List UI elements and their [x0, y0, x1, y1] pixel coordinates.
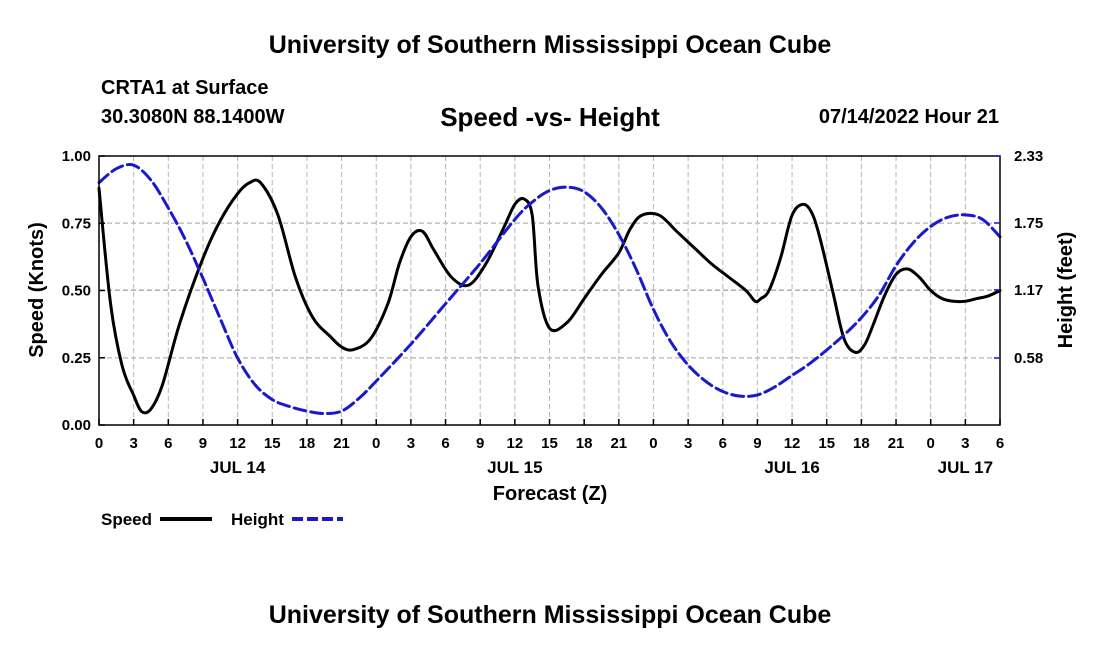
- x-tick-label: 18: [576, 435, 593, 452]
- day-label: JUL 17: [938, 458, 993, 477]
- x-tick-label: 9: [199, 435, 207, 452]
- x-tick-label: 12: [229, 435, 246, 452]
- height-series-line: [97, 163, 1002, 416]
- x-tick-label: 21: [888, 435, 905, 452]
- x-tick-label: 15: [541, 435, 558, 452]
- x-tick-label: 21: [333, 435, 350, 452]
- legend: Speed Height: [101, 510, 343, 529]
- chart-title: Speed -vs- Height: [440, 102, 660, 132]
- x-tick-label: 6: [719, 435, 727, 452]
- footer-org-title: University of Southern Mississippi Ocean…: [268, 601, 832, 629]
- y2-tick-label: 0.58: [1014, 350, 1043, 367]
- x-tick-label: 6: [441, 435, 449, 452]
- y2-tick-label: 1.17: [1014, 282, 1043, 299]
- x-tick-label: 12: [507, 435, 524, 452]
- y2-tick-label: 1.75: [1014, 215, 1043, 232]
- x-tick-label: 3: [407, 435, 415, 452]
- x-tick-label: 9: [476, 435, 484, 452]
- x-tick-label: 3: [129, 435, 137, 452]
- day-label: JUL 14: [210, 458, 266, 477]
- axis-ticks: 0 3 6 9 12 15 18 21 0 3 6 9 12 15 18 21 0 3 6 9 12 15 18 21 0 3 6J…: [62, 148, 1043, 477]
- y-axis-label: Speed (Knots): [26, 222, 48, 358]
- x-tick-label: 3: [684, 435, 692, 452]
- y-tick-label: 0.25: [62, 350, 91, 367]
- x-axis-label: Forecast (Z): [493, 483, 607, 505]
- legend-speed-label: Speed: [101, 510, 152, 529]
- y-tick-label: 0.75: [62, 215, 91, 232]
- y-tick-label: 0.00: [62, 417, 91, 434]
- x-tick-label: 0: [649, 435, 657, 452]
- speed-series-line: [97, 178, 1002, 415]
- forecast-timestamp: 07/14/2022 Hour 21: [818, 106, 999, 128]
- series-layer: [97, 163, 1002, 416]
- x-tick-label: 18: [853, 435, 870, 452]
- legend-height-label: Height: [231, 510, 284, 529]
- x-tick-label: 0: [372, 435, 380, 452]
- x-tick-label: 9: [753, 435, 761, 452]
- day-label: JUL 16: [764, 458, 819, 477]
- x-tick-label: 15: [818, 435, 835, 452]
- y-tick-label: 1.00: [62, 148, 91, 165]
- x-tick-label: 18: [299, 435, 316, 452]
- x-tick-label: 0: [927, 435, 935, 452]
- y2-axis-label: Height (feet): [1055, 232, 1077, 349]
- x-tick-label: 21: [610, 435, 627, 452]
- x-tick-label: 0: [95, 435, 103, 452]
- day-label: JUL 15: [487, 458, 542, 477]
- x-tick-label: 15: [264, 435, 281, 452]
- org-title: University of Southern Mississippi Ocean…: [268, 31, 832, 59]
- x-tick-label: 3: [961, 435, 969, 452]
- y2-tick-label: 2.33: [1014, 148, 1043, 165]
- station-name: CRTA1 at Surface: [101, 77, 269, 99]
- y-tick-label: 0.50: [62, 283, 91, 300]
- station-coordinates: 30.3080N 88.1400W: [101, 106, 285, 128]
- x-tick-label: 12: [784, 435, 801, 452]
- x-tick-label: 6: [164, 435, 172, 452]
- x-tick-label: 6: [996, 435, 1004, 452]
